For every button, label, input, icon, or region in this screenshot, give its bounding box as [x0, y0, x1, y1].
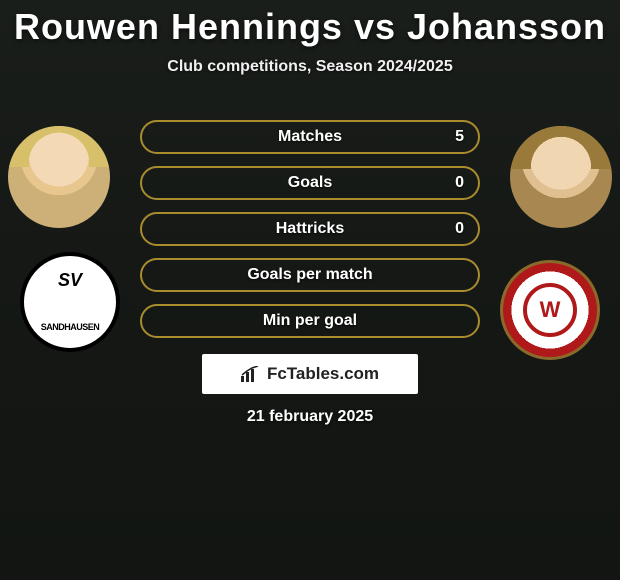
stat-label: Matches: [278, 128, 342, 145]
stat-row: Goals 0: [140, 166, 480, 200]
chart-icon: [241, 366, 261, 382]
stat-label: Goals: [288, 174, 332, 191]
stat-row: Min per goal: [140, 304, 480, 338]
club-right-badge: W: [500, 260, 600, 360]
stat-row: Matches 5: [140, 120, 480, 154]
footer-brand-text: FcTables.com: [267, 364, 379, 384]
stat-row: Goals per match: [140, 258, 480, 292]
player-right-photo: [510, 126, 612, 228]
page-title: Rouwen Hennings vs Johansson: [0, 0, 620, 48]
stat-row: Hattricks 0: [140, 212, 480, 246]
stat-label: Min per goal: [263, 312, 357, 329]
stat-right-value: 0: [455, 168, 464, 198]
stat-right-value: 0: [455, 214, 464, 244]
stat-label: Hattricks: [276, 220, 344, 237]
page-subtitle: Club competitions, Season 2024/2025: [0, 58, 620, 76]
club-left-label: SANDHAUSEN: [41, 322, 100, 332]
club-left-badge: SANDHAUSEN: [20, 252, 120, 352]
stat-label: Goals per match: [247, 266, 372, 283]
player-left-photo: [8, 126, 110, 228]
footer-brand-badge: FcTables.com: [202, 354, 418, 394]
stats-column: Matches 5 Goals 0 Hattricks 0 Goals per …: [140, 120, 480, 350]
footer-date: 21 february 2025: [0, 408, 620, 426]
stat-right-value: 5: [455, 122, 464, 152]
club-right-label: W: [523, 283, 577, 337]
